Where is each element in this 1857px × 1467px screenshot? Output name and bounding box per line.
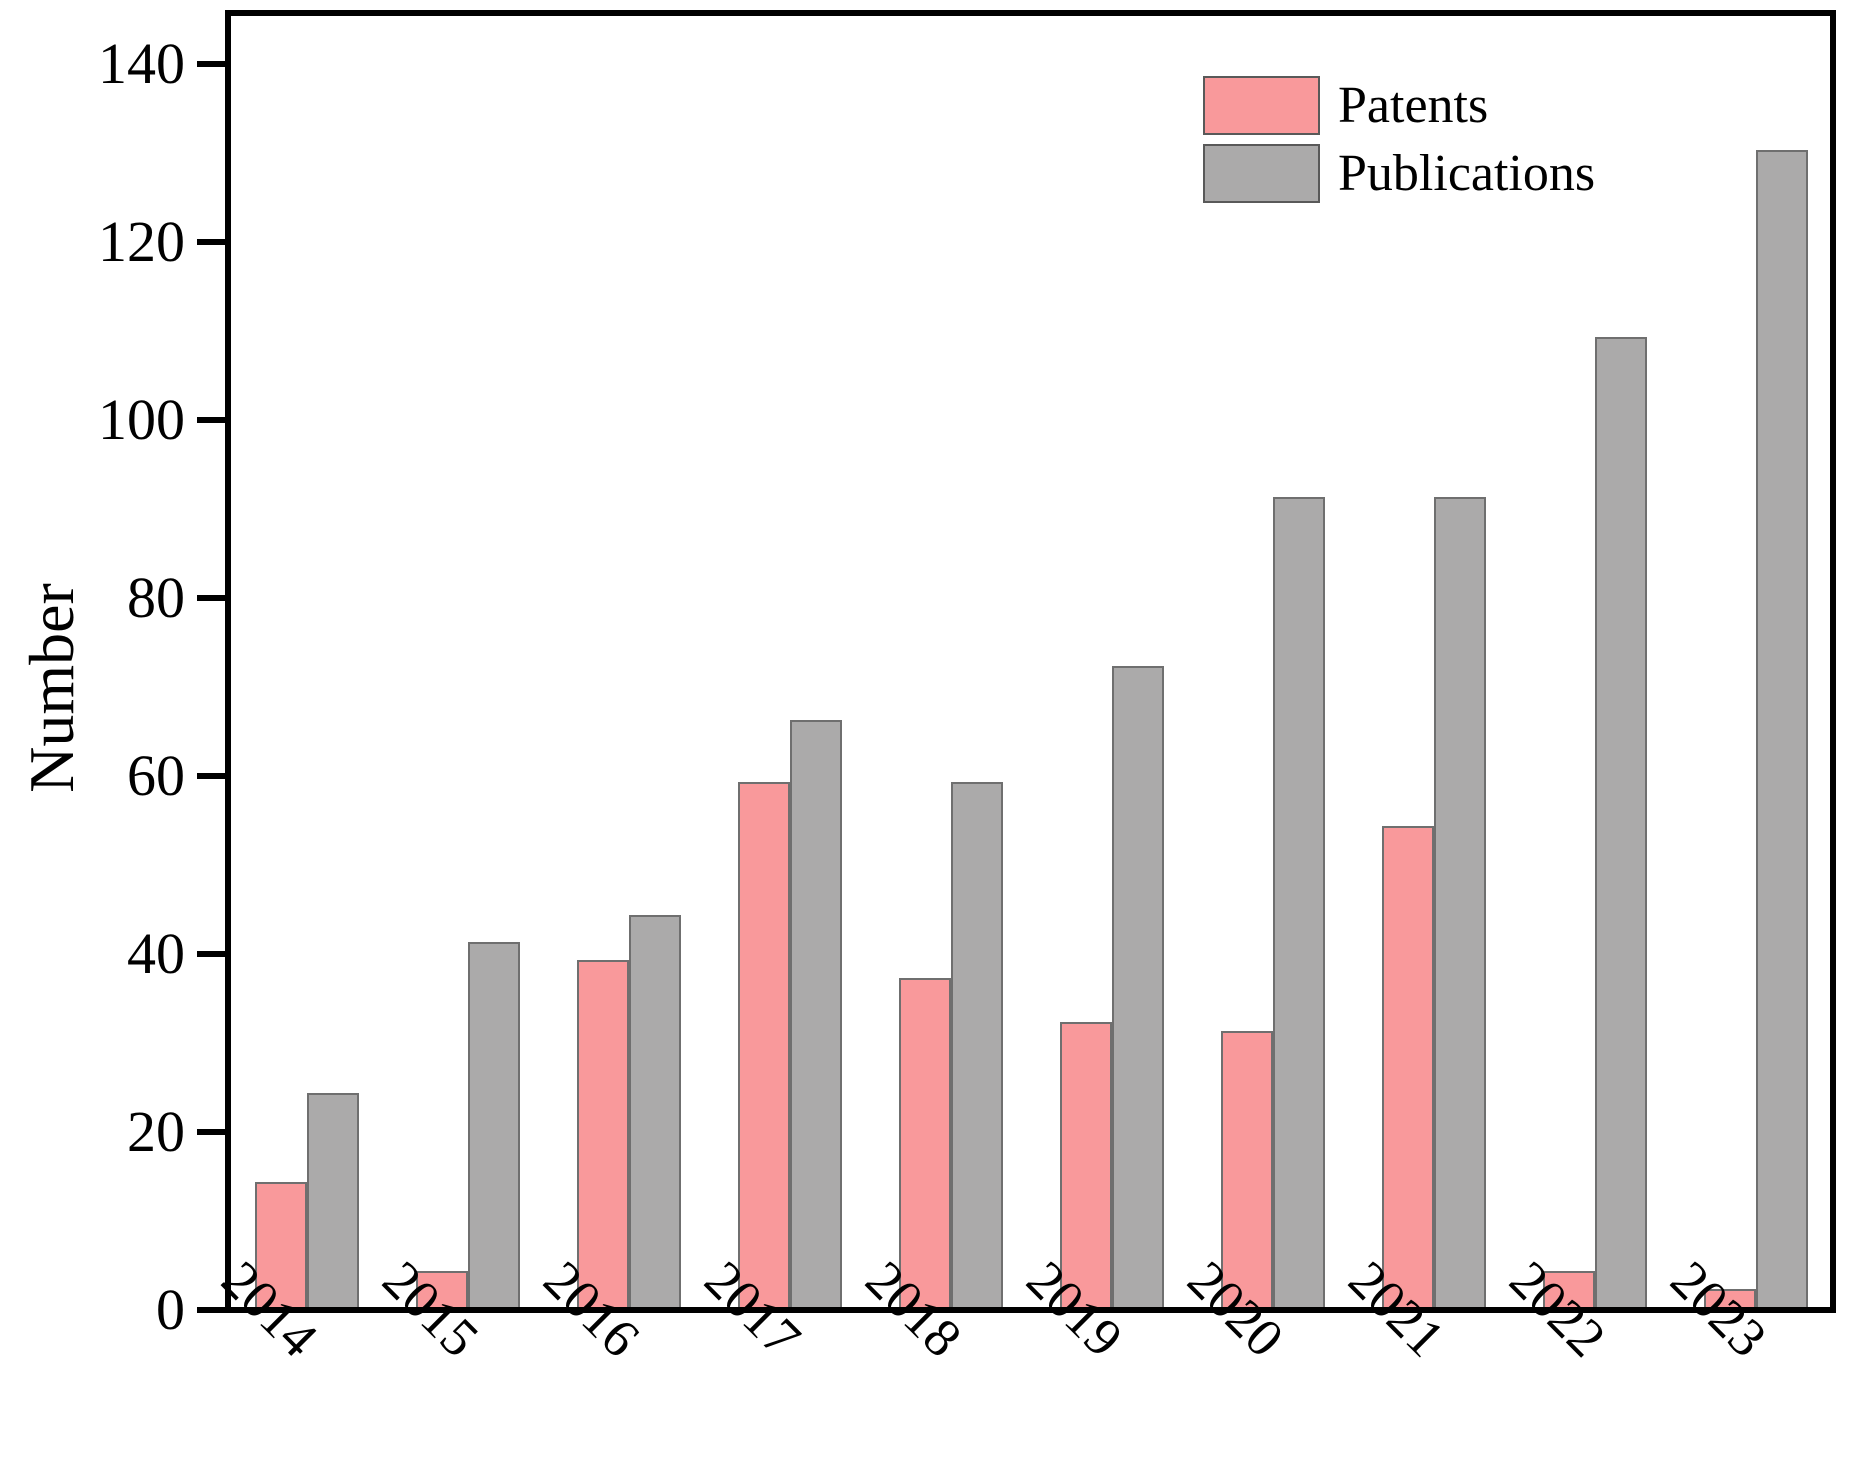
legend: Patents Publications <box>1203 76 1595 212</box>
y-tick-mark-20 <box>197 1129 225 1135</box>
y-axis-title: Number <box>16 583 87 793</box>
legend-label-publications: Publications <box>1338 144 1596 202</box>
bar-publications-2018 <box>951 782 1003 1307</box>
bar-publications-2017 <box>790 720 842 1307</box>
bar-publications-2020 <box>1273 497 1325 1307</box>
bar-publications-2023 <box>1756 150 1808 1307</box>
bar-patents-2018 <box>899 978 951 1307</box>
y-tick-mark-80 <box>197 595 225 601</box>
y-tick-label-60: 60 <box>127 743 185 808</box>
y-tick-mark-140 <box>197 61 225 67</box>
bar-publications-2016 <box>629 915 681 1307</box>
patents-swatch-icon <box>1203 76 1320 135</box>
bar-patents-2014 <box>255 1182 307 1307</box>
bar-patents-2021 <box>1382 826 1434 1307</box>
y-tick-label-140: 140 <box>98 31 185 96</box>
bar-patents-2020 <box>1221 1031 1273 1307</box>
bar-publications-2019 <box>1112 666 1164 1307</box>
bar-patents-2022 <box>1543 1271 1595 1307</box>
y-tick-label-120: 120 <box>98 209 185 274</box>
y-tick-label-80: 80 <box>127 565 185 630</box>
y-tick-mark-120 <box>197 239 225 245</box>
y-tick-mark-0 <box>197 1307 225 1313</box>
bar-publications-2022 <box>1595 337 1647 1307</box>
y-tick-label-100: 100 <box>98 387 185 452</box>
bar-publications-2015 <box>468 942 520 1307</box>
publications-swatch-icon <box>1203 144 1320 203</box>
bar-patents-2016 <box>577 960 629 1307</box>
bar-patents-2017 <box>738 782 790 1307</box>
bar-publications-2021 <box>1434 497 1486 1307</box>
bar-patents-2015 <box>416 1271 468 1307</box>
y-tick-label-0: 0 <box>156 1277 185 1342</box>
legend-entry-publications: Publications <box>1203 144 1595 203</box>
bar-patents-2023 <box>1704 1289 1756 1307</box>
y-tick-mark-100 <box>197 417 225 423</box>
y-tick-label-20: 20 <box>127 1099 185 1164</box>
y-tick-label-40: 40 <box>127 921 185 986</box>
y-tick-mark-60 <box>197 773 225 779</box>
legend-label-patents: Patents <box>1338 76 1489 134</box>
y-tick-mark-40 <box>197 951 225 957</box>
legend-entry-patents: Patents <box>1203 76 1595 135</box>
bar-publications-2014 <box>307 1093 359 1307</box>
bar-patents-2019 <box>1060 1022 1112 1307</box>
